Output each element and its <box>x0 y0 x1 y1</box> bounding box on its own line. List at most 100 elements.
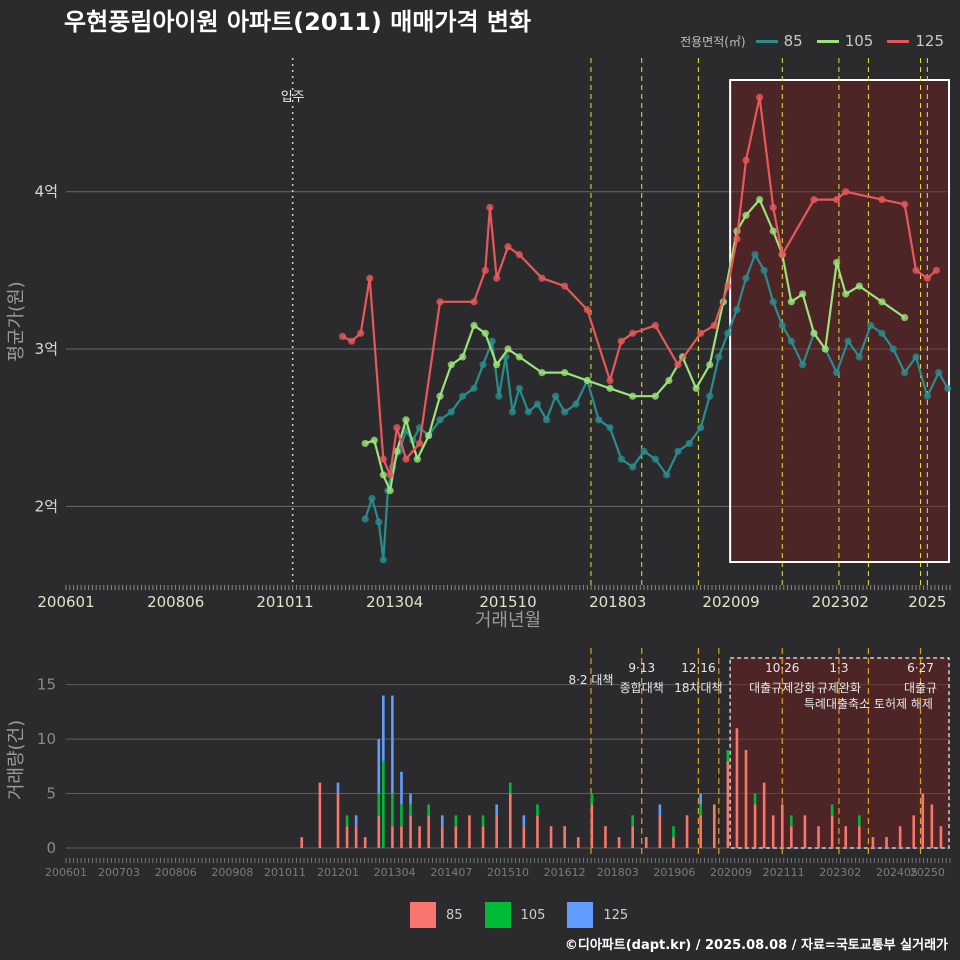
price-point-105 <box>692 384 700 392</box>
volume-bar-85 <box>672 837 675 848</box>
volume-bar-85 <box>844 826 848 848</box>
price-point-125 <box>724 282 732 290</box>
volume-bar-85 <box>803 815 807 848</box>
price-point-125 <box>481 266 489 274</box>
price-point-125 <box>651 321 659 330</box>
price-point-125 <box>348 337 356 345</box>
price-point-85 <box>606 424 614 432</box>
volume-bar-105 <box>590 793 594 805</box>
price-point-105 <box>561 369 569 377</box>
volume-bar-85 <box>617 837 621 848</box>
volume-bar-85 <box>563 826 566 848</box>
volume-x-tick-label: 202405 <box>876 866 918 879</box>
legend-box-label-125: 125 <box>603 907 629 923</box>
volume-bar-105 <box>508 782 512 794</box>
volume-bar-85 <box>300 837 304 848</box>
volume-bar-105 <box>427 804 430 816</box>
volume-bar-105 <box>536 804 539 816</box>
volume-x-tick-label: 200908 <box>211 866 253 879</box>
volume-x-tick-label: 201612 <box>544 866 586 879</box>
policy-date-label: 12·16 <box>681 661 715 675</box>
volume-bar-85 <box>604 826 607 848</box>
volume-bar-105 <box>672 826 675 838</box>
volume-bar-85 <box>576 837 580 848</box>
price-point-125 <box>769 203 777 212</box>
price-point-85 <box>685 439 693 448</box>
price-point-105 <box>538 369 546 377</box>
policy-date-label: 6·27 <box>907 661 934 675</box>
volume-bar-85 <box>712 804 716 848</box>
volume-bar-125 <box>391 695 394 794</box>
legend-label-105: 105 <box>844 32 874 50</box>
volume-bar-85 <box>495 815 498 848</box>
legend-box-105 <box>484 902 511 928</box>
policy-label: 대출규제강화 <box>749 681 815 695</box>
volume-bar-85 <box>644 837 648 848</box>
price-point-125 <box>617 337 625 345</box>
price-point-125 <box>386 471 394 479</box>
price-point-85 <box>488 337 496 345</box>
price-point-85 <box>595 416 603 424</box>
volume-y-tick-label: 5 <box>46 785 56 803</box>
volume-bar-85 <box>699 815 702 848</box>
price-point-85 <box>715 353 723 361</box>
volume-bar-105 <box>753 793 757 805</box>
price-point-85 <box>674 447 682 455</box>
price-point-125 <box>436 298 444 306</box>
volume-bar-105 <box>699 804 702 816</box>
footer-credit: ©디아파트(dapt.kr) / 2025.08.08 / 자료=국토교통부 실… <box>564 938 948 953</box>
volume-bar-85 <box>912 815 916 848</box>
price-x-tick-label: 201803 <box>589 593 646 611</box>
volume-bar-85 <box>771 815 775 848</box>
volume-bar-85 <box>658 815 662 848</box>
price-point-105 <box>493 361 501 369</box>
price-point-85 <box>878 329 886 337</box>
price-point-85 <box>629 463 637 471</box>
price-point-105 <box>756 195 764 204</box>
volume-bar-105 <box>726 750 730 761</box>
price-point-105 <box>833 258 841 267</box>
price-point-125 <box>674 361 682 369</box>
legend-box-label-85: 85 <box>446 907 463 923</box>
price-point-85 <box>533 400 542 408</box>
volume-x-tick-label: 200703 <box>98 866 140 879</box>
price-point-125 <box>901 200 909 208</box>
volume-bar-85 <box>363 837 367 848</box>
volume-bar-85 <box>735 728 739 848</box>
price-point-85 <box>867 321 875 330</box>
volume-x-tick-label: 201201 <box>317 866 359 879</box>
price-point-85 <box>508 408 517 416</box>
price-point-125 <box>710 321 718 330</box>
volume-bar-105 <box>830 804 834 816</box>
volume-bar-85 <box>590 804 594 848</box>
volume-x-tick-label: 201803 <box>597 866 639 879</box>
volume-bar-125 <box>354 815 358 827</box>
volume-bar-85 <box>391 826 394 848</box>
volume-bar-85 <box>939 826 943 848</box>
price-point-125 <box>515 251 523 259</box>
price-point-105 <box>769 227 777 235</box>
volume-x-tick-label: 202111 <box>763 866 805 879</box>
volume-bar-105 <box>391 793 394 827</box>
volume-bar-125 <box>522 815 526 827</box>
price-point-85 <box>751 251 759 259</box>
price-point-105 <box>515 353 523 361</box>
price-point-85 <box>617 455 625 463</box>
price-point-85 <box>724 329 732 337</box>
legend-box-125 <box>567 902 594 928</box>
price-point-125 <box>842 188 850 196</box>
price-point-105 <box>361 439 369 448</box>
volume-x-tick-label: 202009 <box>710 866 752 879</box>
price-y-tick-label: 3억 <box>35 340 58 358</box>
legend-swatch-125 <box>887 39 910 43</box>
volume-bar-85 <box>685 815 689 848</box>
volume-bar-85 <box>790 826 793 848</box>
volume-legend: 85 105 125 <box>410 902 640 928</box>
price-point-105 <box>606 384 614 392</box>
volume-bar-105 <box>382 760 385 848</box>
chart-title: 우현풍림아이원 아파트(2011) 매매가격 변화 <box>64 8 532 36</box>
move-in-label: 입주 <box>281 90 305 105</box>
volume-y-tick-label: 10 <box>37 730 56 748</box>
price-point-125 <box>810 195 818 204</box>
price-point-105 <box>787 298 795 306</box>
